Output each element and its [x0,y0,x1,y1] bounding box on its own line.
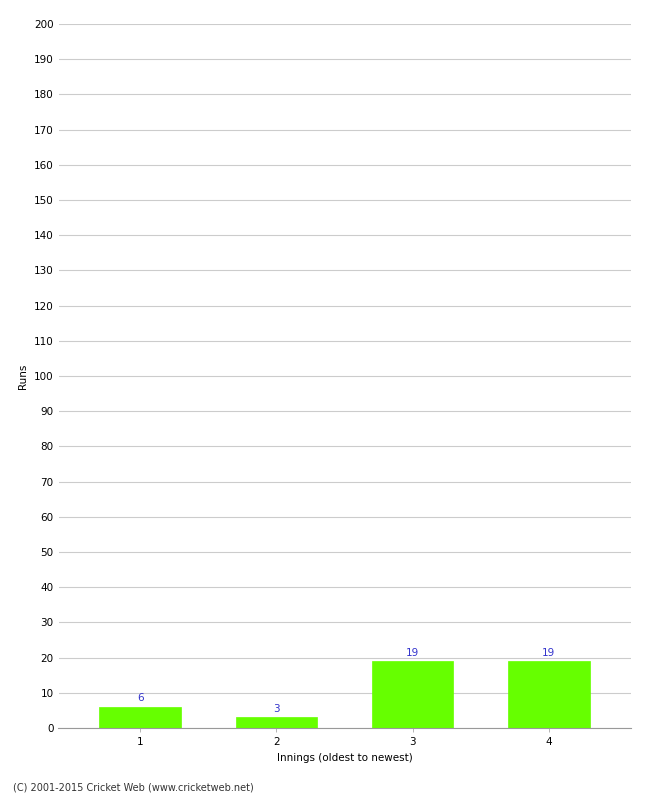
Text: 3: 3 [273,704,280,714]
Text: 19: 19 [542,648,555,658]
Text: 19: 19 [406,648,419,658]
X-axis label: Innings (oldest to newest): Innings (oldest to newest) [277,753,412,762]
Y-axis label: Runs: Runs [18,363,29,389]
Bar [508,661,590,728]
Bar [99,707,181,728]
Text: 6: 6 [137,694,144,703]
Bar [372,661,454,728]
Bar [235,718,317,728]
Text: (C) 2001-2015 Cricket Web (www.cricketweb.net): (C) 2001-2015 Cricket Web (www.cricketwe… [13,782,254,792]
